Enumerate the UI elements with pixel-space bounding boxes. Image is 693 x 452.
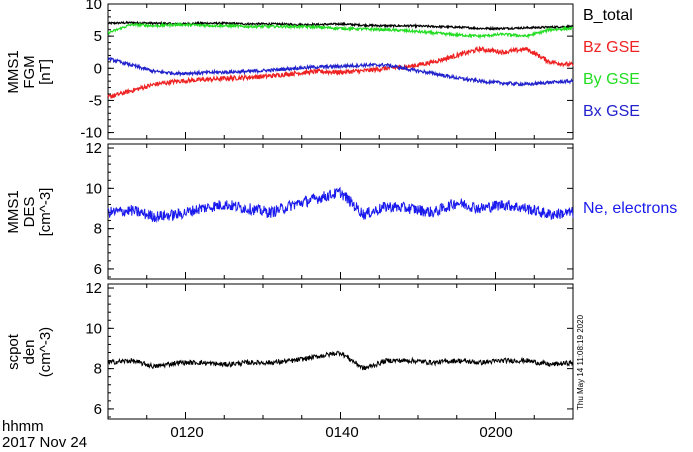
y-tick-label-scpot: 6 [94,401,102,418]
ylabel-scpot-line: (cm^-3) [37,327,54,377]
timestamp-label: Thu May 14 11:08:19 2020 [576,314,585,410]
y-tick-label-fgm: 10 [85,0,102,13]
panel-scpot: 12 10 8 6 [85,280,574,419]
ylabel-scpot: scpotden(cm^-3) [5,327,54,377]
y-tick-label-des: 10 [85,180,102,197]
ylabel-scpot-line: scpot [5,333,22,370]
series-line-ne-electrons [107,186,574,224]
panel-fgm: 10 5 0 -5 -10 [80,0,574,142]
ylabel-des-line: [cm^-3] [37,188,54,237]
series-line-by-gse [107,21,574,40]
legend-bx-gse: Bx GSE [583,103,640,120]
legend-b-total: B_total [583,7,633,24]
ylabel-des: MMS1DES[cm^-3] [5,188,54,237]
ylabel-fgm: MMS1FGM[nT] [5,50,54,93]
y-tick-label-des: 12 [85,140,102,157]
x-axis-label-hhmm: hhmm [2,418,44,435]
panel-frame-scpot [107,283,574,420]
y-tick-label-scpot: 12 [85,280,102,297]
panel-des: 12 10 8 6 [85,140,574,279]
x-tick-label-0200: 0200 [479,424,512,441]
ylabel-des-line: MMS1 [5,190,22,233]
y-tick-label-des: 6 [94,261,102,278]
y-tick-label-fgm: 0 [94,60,102,77]
ylabel-des-line: DES [21,197,38,228]
x-tick-label-0140: 0140 [325,424,358,441]
ylabel-fgm-line: FGM [21,55,38,88]
series-line-b-total [107,20,574,31]
y-tick-label-scpot: 10 [85,320,102,337]
series-line-scpot-den [108,350,574,371]
series-line-bx-gse [107,56,574,87]
y-tick-label-des: 8 [94,221,102,238]
x-tick-label-0120: 0120 [170,424,203,441]
legend-ne-electrons: Ne, electrons [583,200,677,217]
legend-bz-gse: Bz GSE [583,39,640,56]
ylabel-fgm-line: [nT] [37,59,54,85]
y-tick-label-fgm: 5 [94,28,102,45]
legend-by-gse: By GSE [583,71,640,88]
x-axis-label-date: 2017 Nov 24 [2,434,87,451]
y-tick-label-fgm: -5 [89,92,102,109]
ylabel-fgm-line: MMS1 [5,50,22,93]
series-line-bz-gse [107,45,574,99]
y-tick-label-scpot: 8 [94,361,102,378]
y-tick-label-fgm: -10 [80,125,102,142]
ylabel-scpot-line: den [21,339,38,364]
